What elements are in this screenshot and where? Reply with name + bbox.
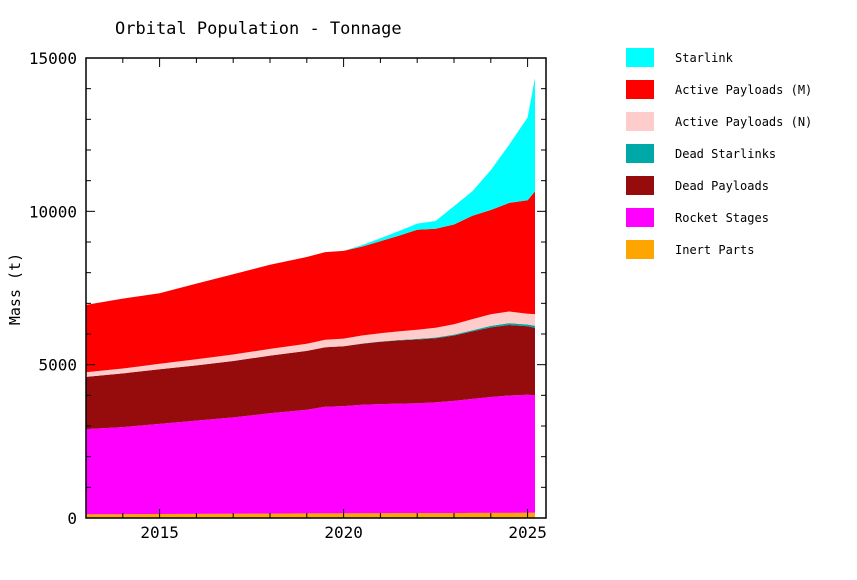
area-rocket-stages	[86, 394, 535, 515]
legend-label: Rocket Stages	[675, 211, 769, 225]
y-tick-label: 15000	[29, 49, 77, 68]
legend-swatch	[626, 48, 654, 67]
area-dead-payloads	[86, 325, 535, 430]
stacked-areas	[86, 77, 535, 518]
legend-label: Starlink	[675, 51, 734, 65]
legend: Starlink Active Payloads (M) Active Payloa…	[626, 48, 812, 259]
area-inert-parts	[86, 512, 535, 518]
x-tick-label: 2025	[508, 523, 547, 542]
axis-ticks: 0 5000 10000 15000 2015 2020 2025	[29, 49, 547, 542]
area-active-payloads-m	[86, 191, 535, 373]
x-tick-label: 2015	[140, 523, 179, 542]
legend-swatch	[626, 208, 654, 227]
area-active-payloads-n	[86, 311, 535, 377]
legend-swatch	[626, 176, 654, 195]
legend-swatch	[626, 80, 654, 99]
legend-swatch	[626, 112, 654, 131]
legend-swatch	[626, 144, 654, 163]
legend-label: Active Payloads (N)	[675, 115, 812, 129]
x-tick-label: 2020	[324, 523, 363, 542]
legend-swatch	[626, 240, 654, 259]
y-tick-label: 10000	[29, 202, 77, 221]
legend-label: Dead Payloads	[675, 179, 769, 193]
legend-label: Dead Starlinks	[675, 147, 776, 161]
y-tick-label: 5000	[38, 356, 77, 375]
legend-label: Inert Parts	[675, 243, 754, 257]
plot-frame	[85, 57, 547, 519]
y-axis-label: Mass (t)	[6, 253, 24, 325]
y-tick-label: 0	[67, 509, 77, 528]
chart-title: Orbital Population - Tonnage	[115, 19, 402, 39]
legend-label: Active Payloads (M)	[675, 83, 812, 97]
